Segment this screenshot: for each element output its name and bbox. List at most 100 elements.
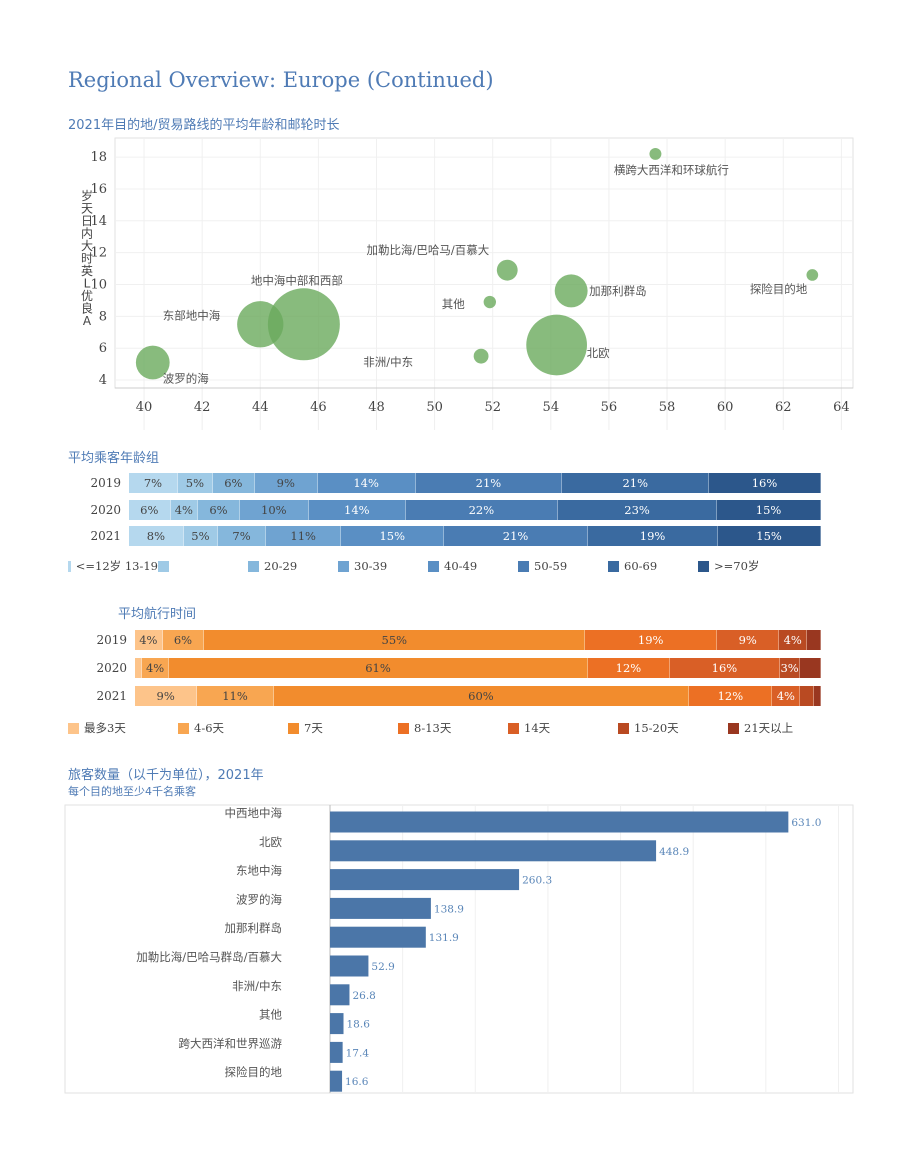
hbar-value-label: 52.9 xyxy=(371,961,394,973)
hbar-category-label: 跨大西洋和世界巡游 xyxy=(179,1036,283,1050)
duration-legend-label: 21天以上 xyxy=(744,721,794,735)
bubble-point xyxy=(649,147,662,160)
x-tick-label: 40 xyxy=(136,400,153,415)
duration-legend: 最多3天 4-6天 7天 8-13天 14天 15-20天 21天以上 xyxy=(68,720,838,736)
x-tick-label: 42 xyxy=(194,400,211,415)
age-legend-swatch xyxy=(698,560,709,572)
duration-legend-label: 14天 xyxy=(524,721,551,735)
duration-legend-item: 21天以上 xyxy=(728,720,838,736)
hbar-bar xyxy=(330,1013,344,1035)
duration-legend-item: 14天 xyxy=(508,720,618,736)
age-legend-label: <=12岁 13-19 xyxy=(75,559,158,573)
hbar-value-label: 260.3 xyxy=(522,875,552,887)
age-chart-title: 平均乘客年龄组 xyxy=(68,451,160,466)
age-segment: 7% xyxy=(129,473,178,493)
age-segment: 4% xyxy=(170,499,199,520)
duration-legend-item: 7天 xyxy=(288,720,398,736)
x-tick-label: 50 xyxy=(426,400,443,415)
age-segment: 22% xyxy=(405,499,558,520)
x-tick-label: 60 xyxy=(717,400,734,415)
hbar-category-label: 探险目的地 xyxy=(225,1065,283,1079)
age-segment: 14% xyxy=(308,499,406,520)
age-segment: 16% xyxy=(709,473,821,493)
duration-segment xyxy=(814,686,821,706)
bubble-label: 东部地中海 xyxy=(163,308,221,322)
age-legend-item xyxy=(158,558,248,574)
x-tick-label: 54 xyxy=(543,400,560,415)
passenger-chart-subtitle: 每个目的地至少4千名乘客 xyxy=(68,785,196,798)
age-legend-item: <=12岁 13-19 xyxy=(68,558,158,574)
x-tick-label: 56 xyxy=(601,400,618,415)
age-segment: 6% xyxy=(212,473,255,493)
hbar-category-label: 加那利群岛 xyxy=(225,921,283,935)
y-tick-label: 12 xyxy=(90,246,107,261)
y-axis-label: 岁天日内大时英 L 优良 A xyxy=(81,188,93,328)
age-segment: 21% xyxy=(415,473,563,493)
passenger-bar-chart: 中西地中海 631.0 北欧 448.9 东地中海 260.3 波罗的海 138.9 加那利群岛… xyxy=(64,804,854,1094)
hbar-category-label: 中西地中海 xyxy=(225,806,283,820)
age-legend-item: 20-29 xyxy=(248,558,338,574)
duration-legend-swatch xyxy=(618,722,629,734)
duration-legend-label: 15-20天 xyxy=(634,721,679,735)
hbar-bar xyxy=(330,955,369,977)
hbar-value-label: 18.6 xyxy=(347,1019,371,1031)
duration-segment: 4% xyxy=(135,630,163,650)
hbar-category-label: 北欧 xyxy=(259,835,282,849)
bubble-point xyxy=(483,295,496,309)
duration-segment: 19% xyxy=(585,630,718,650)
duration-segment: 9% xyxy=(135,686,198,706)
bubble-label: 加勒比海/巴哈马/百慕大 xyxy=(366,243,489,257)
bubble-point xyxy=(526,314,588,376)
hbar-category-label: 波罗的海 xyxy=(236,892,282,906)
duration-segment: 3% xyxy=(779,658,801,678)
hbar-bar xyxy=(330,1041,343,1063)
duration-legend-label: 最多3天 xyxy=(84,721,126,735)
duration-segment xyxy=(807,630,821,650)
age-segment: 10% xyxy=(239,499,309,520)
age-legend-item: >=70岁 xyxy=(698,558,788,574)
x-tick-label: 52 xyxy=(484,400,501,415)
duration-segment: 4% xyxy=(779,630,808,650)
duration-year-label: 2021 xyxy=(96,689,127,703)
hbar-frame xyxy=(64,804,854,1094)
duration-row: 4% 61% 12% 16% 3% xyxy=(135,658,821,678)
age-legend-item: 30-39 xyxy=(338,558,428,574)
age-legend-label: 30-39 xyxy=(354,559,388,573)
age-legend-swatch xyxy=(428,560,439,572)
duration-segment xyxy=(135,658,142,678)
duration-segment: 55% xyxy=(204,630,586,650)
age-segment: 5% xyxy=(177,473,213,493)
age-segment: 6% xyxy=(129,499,171,520)
duration-segment: 4% xyxy=(141,658,170,678)
y-tick-label: 4 xyxy=(99,373,107,388)
duration-legend-swatch xyxy=(178,722,189,734)
hbar-value-label: 131.9 xyxy=(429,932,459,944)
age-legend-label: 20-29 xyxy=(264,559,298,573)
age-segment: 8% xyxy=(129,526,184,546)
bubble-label: 北欧 xyxy=(587,346,610,360)
y-tick-label: 18 xyxy=(90,150,107,165)
age-legend-item: 40-49 xyxy=(428,558,518,574)
bubble-label: 横跨大西洋和环球航行 xyxy=(614,163,729,177)
age-legend-swatch xyxy=(518,560,529,572)
hbar-bar xyxy=(330,926,426,948)
duration-legend-swatch xyxy=(728,722,739,734)
scatter-chart-title: 2021年目的地/贸易路线的平均年龄和邮轮时长 xyxy=(68,118,340,133)
bubble-label: 非洲/中东 xyxy=(363,355,413,369)
x-tick-label: 48 xyxy=(368,400,385,415)
x-tick-label: 64 xyxy=(833,400,850,415)
age-legend-swatch xyxy=(158,560,169,572)
age-legend-label: 40-49 xyxy=(444,559,478,573)
duration-segment: 60% xyxy=(273,686,690,706)
x-tick-label: 46 xyxy=(310,400,327,415)
bubble-point xyxy=(237,301,284,348)
age-segment: 15% xyxy=(718,526,821,546)
y-tick-label: 14 xyxy=(90,214,107,229)
age-segment: 9% xyxy=(254,473,318,493)
hbar-bar xyxy=(330,811,789,833)
age-row: 6% 4% 6% 10% 14% 22% 23% 15% xyxy=(129,499,821,520)
hbar-value-label: 17.4 xyxy=(346,1047,370,1059)
bubble-point xyxy=(496,259,518,281)
y-tick-label: 10 xyxy=(90,277,107,292)
duration-legend-swatch xyxy=(288,722,299,734)
